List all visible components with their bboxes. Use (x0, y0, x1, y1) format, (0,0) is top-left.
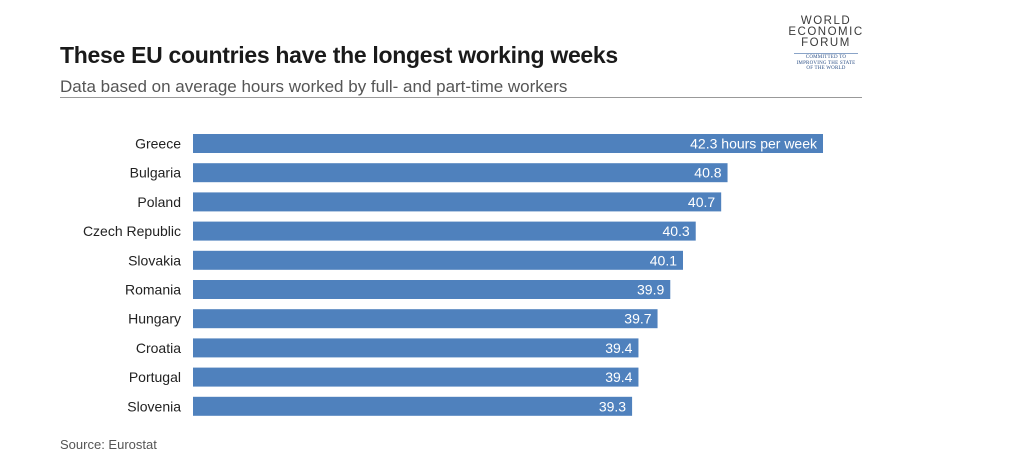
chart-title: These EU countries have the longest work… (60, 42, 618, 68)
category-label: Hungary (128, 311, 181, 327)
value-label: 40.3 (662, 223, 689, 239)
value-label: 42.3 hours per week (690, 136, 818, 152)
wef-logo: WORLD ECONOMIC FORUM COMMITTED TO IMPROV… (786, 15, 866, 72)
bar (193, 221, 696, 241)
value-label: 40.1 (650, 252, 677, 268)
category-label: Slovakia (128, 252, 181, 268)
logo-tagline-1: COMMITTED TO (805, 55, 847, 60)
value-label: 40.8 (694, 165, 721, 181)
source-note: Source: Eurostat (60, 437, 157, 452)
category-label: Croatia (136, 340, 181, 356)
bar (193, 134, 823, 153)
logo-text-line-2: ECONOMIC (788, 26, 864, 38)
category-label: Czech Republic (83, 223, 181, 239)
bar (193, 192, 722, 212)
bar (193, 309, 658, 329)
logo-tagline-3: OF THE WORLD (806, 66, 846, 71)
category-label: Poland (137, 194, 181, 210)
category-label: Portugal (129, 369, 181, 385)
value-label: 39.9 (637, 282, 664, 298)
category-label: Bulgaria (130, 165, 182, 181)
bar (193, 250, 683, 270)
value-label: 39.4 (605, 340, 632, 356)
bar (193, 280, 671, 299)
bar (193, 367, 639, 387)
chart-subtitle: Data based on average hours worked by fu… (60, 77, 568, 96)
value-label: 40.7 (688, 194, 715, 210)
value-label: 39.4 (605, 369, 632, 385)
bar (193, 163, 728, 183)
logo-divider (794, 53, 858, 54)
value-label: 39.7 (624, 311, 651, 327)
category-label: Slovenia (127, 398, 181, 414)
bar (193, 338, 639, 358)
category-label: Greece (135, 136, 181, 152)
logo-text-line-1: WORLD (800, 15, 852, 27)
logo-text-line-3: FORUM (801, 37, 851, 49)
logo-tagline-2: IMPROVING THE STATE (796, 60, 856, 66)
bar (193, 396, 633, 416)
category-label: Romania (125, 282, 181, 298)
header-divider (60, 97, 862, 98)
value-label: 39.3 (599, 398, 626, 414)
